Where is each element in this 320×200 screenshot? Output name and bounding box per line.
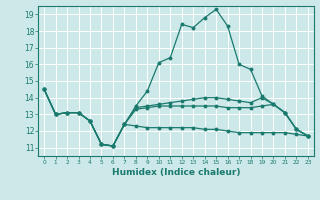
X-axis label: Humidex (Indice chaleur): Humidex (Indice chaleur): [112, 168, 240, 177]
